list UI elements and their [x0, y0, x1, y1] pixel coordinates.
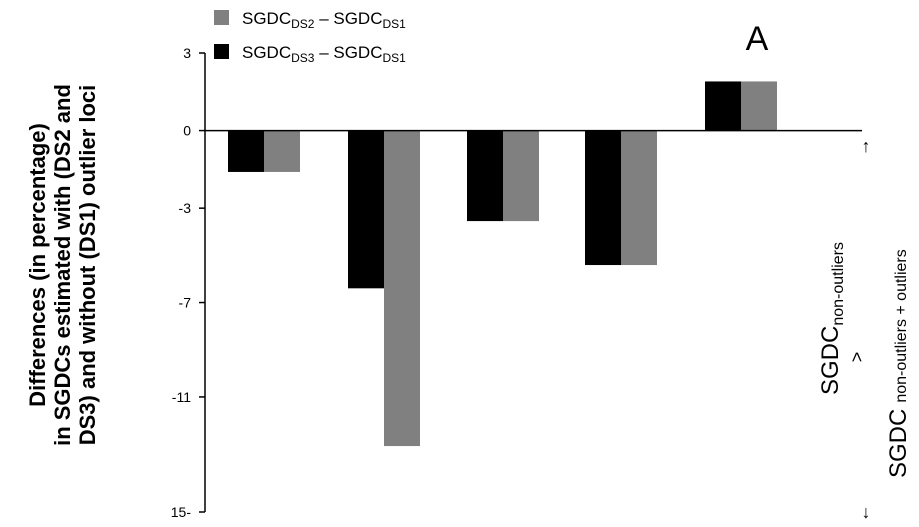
- y-tick-label: 15-: [171, 504, 192, 520]
- bar: [741, 81, 777, 131]
- y-tick-label: 3: [183, 45, 191, 61]
- legend-swatch: [214, 44, 229, 59]
- bars: [228, 81, 777, 447]
- bar: [705, 81, 741, 131]
- bar: [585, 130, 621, 266]
- y-axis-title: Differences (in percentage)in SGDCs esti…: [25, 84, 100, 446]
- y-axis-title-line: Differences (in percentage): [25, 123, 50, 407]
- bar: [467, 130, 503, 222]
- annotation-relation: >: [847, 352, 867, 363]
- legend-label: SGDCDS3 – SGDCDS1: [242, 43, 406, 65]
- annotation-line-1: SGDCnon-outliers: [817, 242, 847, 395]
- panel-label: A: [746, 20, 769, 58]
- bar: [384, 130, 420, 447]
- y-tick-label: -11: [172, 389, 191, 405]
- y-axis-ticks: 3 0 -3 -7 -11 15-: [171, 45, 205, 520]
- y-tick-label: -3: [179, 200, 192, 216]
- bar: [503, 130, 539, 222]
- bar: [348, 130, 384, 289]
- arrow-down-icon: ↓: [862, 502, 871, 522]
- arrow-up-icon: ↑: [862, 136, 871, 156]
- bar: [264, 130, 300, 172]
- bar: [228, 130, 264, 172]
- y-axis-title-line: in SGDCs estimated with (DS2 and: [50, 84, 75, 446]
- annotation-line-2: SGDCnon-outliers + outliers: [885, 249, 912, 478]
- legend: SGDCDS2 – SGDCDS1 SGDCDS3 – SGDCDS1: [214, 9, 406, 65]
- right-annotation: ↑ ↓ SGDCnon-outliers> SGDCnon-outliers + ou…: [817, 136, 912, 522]
- legend-swatch: [214, 10, 229, 25]
- y-axis-title-line: DS3) and without (DS1) outlier loci: [75, 85, 100, 446]
- svg-text:Differences (in percentage)in: Differences (in percentage)in SGDCs esti…: [25, 84, 100, 446]
- legend-label: SGDCDS2 – SGDCDS1: [242, 9, 406, 31]
- bar: [621, 130, 657, 266]
- y-tick-label: -7: [179, 295, 192, 311]
- y-tick-label: 0: [183, 123, 191, 139]
- axes: [204, 53, 862, 512]
